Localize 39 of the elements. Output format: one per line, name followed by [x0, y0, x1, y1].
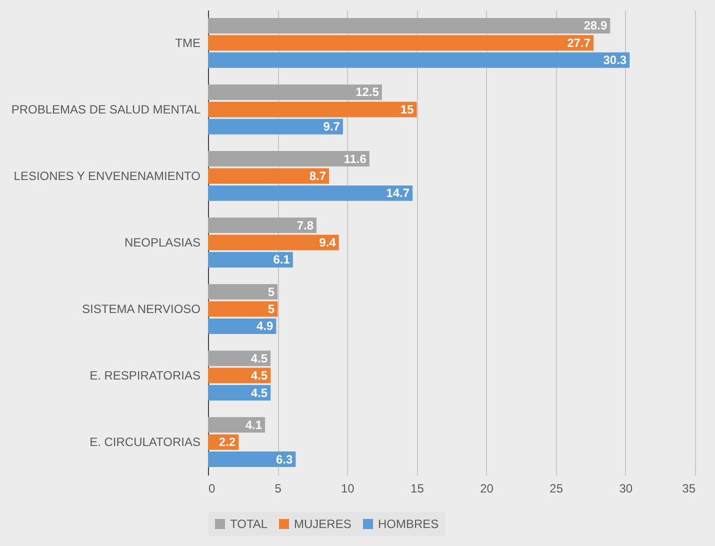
data-label: 5	[268, 302, 275, 316]
data-label: 28.9	[584, 18, 608, 33]
data-label: 11.6	[344, 152, 367, 166]
y-tick-label: PROBLEMAS DE SALUD MENTAL	[11, 102, 201, 116]
data-label: 4.5	[250, 368, 268, 383]
legend-label: TOTAL	[230, 517, 268, 531]
data-label: 14.7	[386, 186, 410, 200]
y-tick-label: TME	[175, 36, 200, 50]
x-tick-label: 0	[208, 482, 216, 496]
data-label: 7.8	[296, 218, 314, 232]
data-label: 4.9	[256, 319, 274, 334]
data-label: 15	[400, 102, 414, 116]
x-tick-label: 5	[274, 482, 282, 496]
data-label: 2.2	[218, 435, 236, 450]
y-tick-label: NEOPLASIAS	[124, 236, 200, 250]
data-label: 8.7	[309, 168, 326, 183]
data-label: 6.3	[276, 452, 293, 466]
data-label: 30.3	[603, 53, 627, 68]
data-label: 4.5	[250, 351, 268, 366]
data-label: 9.4	[319, 236, 336, 250]
y-tick-label: SISTEMA NERVIOSO	[82, 302, 200, 316]
x-tick-label: 20	[480, 482, 494, 496]
x-tick-label: 10	[340, 482, 355, 496]
x-tick-label: 25	[550, 482, 564, 496]
data-label: 12.5	[356, 85, 380, 100]
data-label: 5	[268, 284, 275, 299]
data-label: 4.1	[245, 418, 262, 432]
x-tick-label: 35	[682, 482, 696, 496]
data-label: 4.5	[250, 386, 268, 400]
y-tick-label: LESIONES Y ENVENENAMIENTO	[14, 168, 200, 183]
x-tick-label: 15	[410, 482, 424, 496]
legend-label: HOMBRES	[378, 517, 439, 531]
legend-label: MUJERES	[294, 517, 352, 531]
y-tick-label: E. CIRCULATORIAS	[90, 435, 200, 450]
data-label: 6.1	[273, 252, 290, 267]
y-tick-label: E. RESPIRATORIAS	[90, 368, 200, 383]
data-label: 9.7	[323, 120, 340, 134]
data-label: 27.7	[567, 36, 591, 50]
x-tick-label: 30	[619, 482, 633, 496]
